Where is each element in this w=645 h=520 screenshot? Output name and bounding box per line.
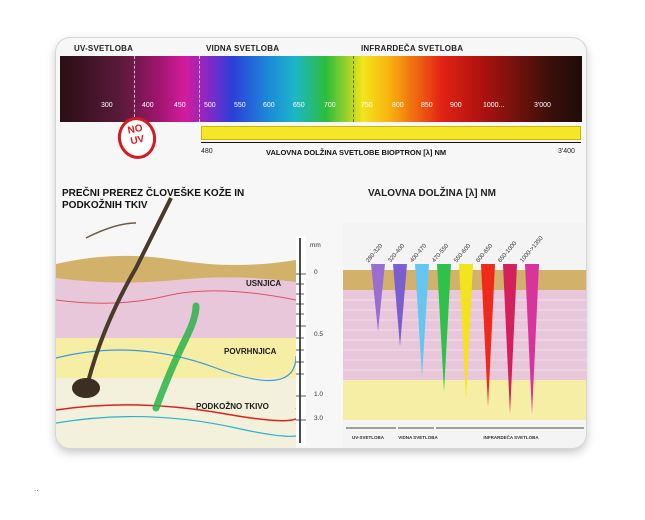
dermis-layer [56, 276, 296, 338]
tick-1000: 1000... [483, 102, 505, 109]
footer-mark: .. [34, 484, 39, 493]
tick-900: 900 [450, 102, 462, 109]
tick-500: 500 [204, 102, 216, 109]
bioptron-end-label: 3'400 [558, 148, 575, 155]
ruler-unit: mm [310, 242, 321, 249]
wavelength-panel-title: VALOVNA DOLŽINA [λ] NM [368, 188, 496, 199]
band-280-320 [371, 264, 385, 332]
tick-750: 750 [361, 102, 373, 109]
tick-650: 650 [293, 102, 305, 109]
infrared-header: INFRARDEČA SVETLOBA [361, 44, 464, 53]
tick-550: 550 [234, 102, 246, 109]
wl-subcutis [343, 380, 586, 420]
epidermis-layer [56, 255, 296, 283]
layer-label-povrhnjica: POVRHNJICA [224, 347, 277, 356]
category-uv: UV-SVETLOBA [351, 435, 384, 440]
uv-boundary-line [134, 56, 135, 122]
skin-cross-section-diagram [56, 197, 586, 448]
tick-3000: 3'000 [534, 102, 551, 109]
layer-label-podkozno: PODKOŽNO TKIVO [196, 402, 269, 411]
bioptron-range-label: VALOVNA DOLŽINA SVETLOBE BIOPTRON [λ] NM [266, 148, 447, 157]
bioptron-infographic-card: UV-SVETLOBA VIDNA SVETLOBA INFRARDEČA SV… [56, 38, 586, 448]
tick-850: 850 [421, 102, 433, 109]
uv-header: UV-SVETLOBA [74, 44, 134, 53]
band-600-650 [481, 264, 495, 407]
tick-800: 800 [392, 102, 404, 109]
red-vessel-1 [56, 290, 297, 304]
blue-vessel-1 [56, 349, 297, 381]
band-550-600 [459, 264, 473, 399]
band-1000->1350 [525, 264, 539, 414]
tick-450: 450 [174, 102, 186, 109]
hair-follicle-bulb [72, 378, 100, 398]
cross-section-title: PREČNI PREREZ ČLOVEŠKE KOŽE IN PODKOŽNIH… [62, 188, 245, 211]
sweat-gland-green [152, 302, 200, 412]
category-visible: VIDNA SVETLOBA [398, 435, 438, 440]
hair-shaft [84, 197, 173, 391]
visible-header: VIDNA SVETLOBA [206, 44, 280, 53]
hair-strand-2 [85, 222, 137, 239]
infrared-boundary-line [353, 56, 354, 122]
wavelength-penetration-bands [371, 264, 539, 414]
visible-boundary-line [199, 56, 200, 122]
category-infrared: INFRARDEČA SVETLOBA [483, 435, 539, 440]
band-400-470 [415, 264, 429, 377]
ruler-mark-0: 0 [314, 269, 318, 276]
band-320-400 [393, 264, 407, 347]
light-spectrum-bar [60, 56, 582, 122]
tick-400: 400 [142, 102, 154, 109]
tick-700: 700 [324, 102, 336, 109]
band-650-1000 [503, 264, 517, 414]
ruler-mark-1: 1.0 [314, 391, 324, 398]
depth-ruler-bg [296, 236, 306, 446]
ruler-ticks [296, 273, 306, 421]
bioptron-range-bar [201, 126, 581, 140]
ruler-mark-05: 0.5 [314, 331, 324, 338]
tick-600: 600 [263, 102, 275, 109]
layer-label-usnjica: USNJICA [246, 279, 282, 288]
tick-300: 300 [101, 102, 113, 109]
bioptron-start-label: 480 [201, 148, 213, 155]
bioptron-range-arrow [201, 142, 581, 143]
band-470-550 [437, 264, 451, 392]
ruler-mark-3: 3.0 [314, 415, 324, 422]
